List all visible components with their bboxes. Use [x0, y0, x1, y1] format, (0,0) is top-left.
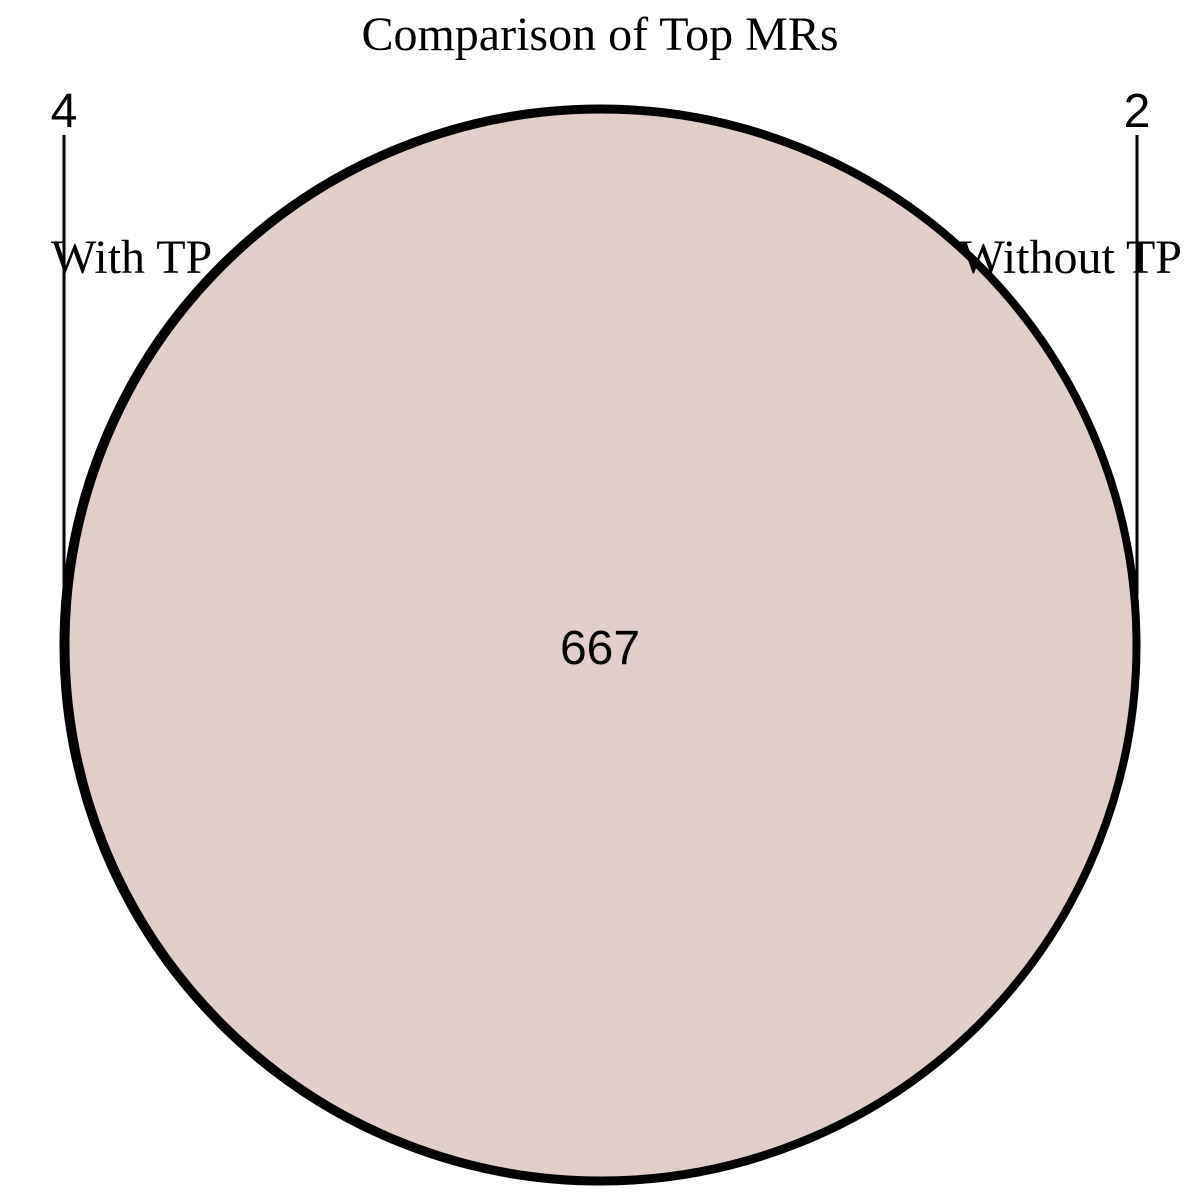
- count-intersection: 667: [560, 622, 640, 675]
- set-label-with-tp: With TP: [51, 231, 212, 284]
- count-without-tp-only: 2: [1124, 85, 1151, 138]
- venn-overlap-region: [63, 108, 1137, 1182]
- diagram-title: Comparison of Top MRs: [361, 8, 838, 61]
- count-with-tp-only: 4: [51, 85, 78, 138]
- venn-circle-without-tp: [62, 106, 1140, 1184]
- set-label-without-tp: Without TP: [959, 231, 1182, 284]
